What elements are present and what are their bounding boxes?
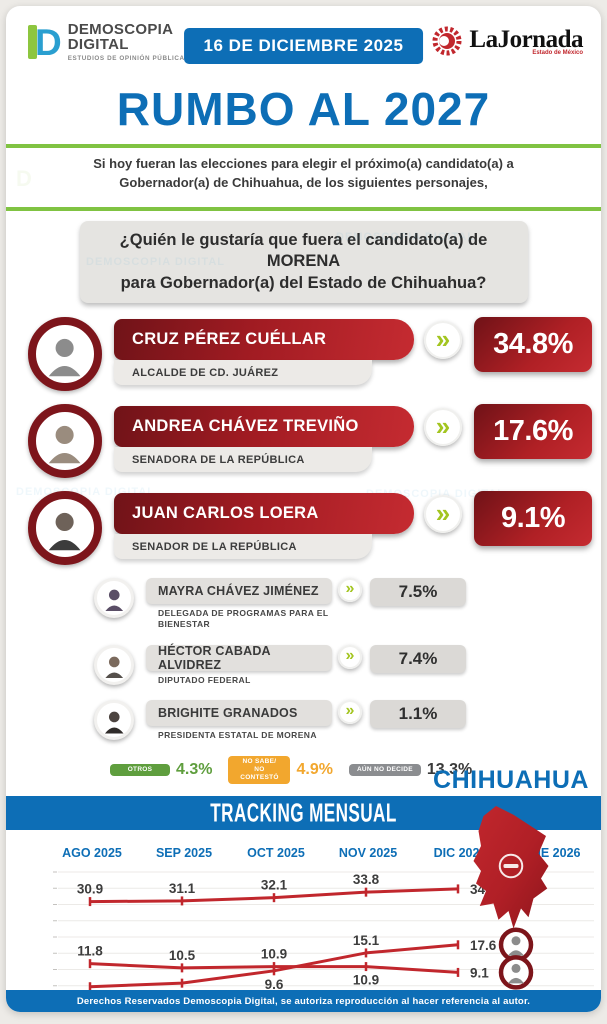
date-badge: 16 DE DICIEMBRE 2025: [183, 28, 424, 64]
result-percentage: 7.5%: [370, 578, 466, 606]
logo-line2: DIGITAL: [67, 36, 129, 54]
stat-badge: NO SABE/ NO CONTESTÓ: [228, 755, 291, 785]
svg-text:30.9: 30.9: [77, 882, 103, 897]
candidate-name-bar: JUAN CARLOS LOERA: [114, 493, 414, 534]
stat-aun-no-decide: AÚN NO DECIDE 13.3%: [348, 761, 473, 779]
candidate-photo: [28, 491, 102, 565]
candidate-row-main: ANDREA CHÁVEZ TREVIÑO SENADORA DE LA REP…: [28, 404, 601, 478]
map-emblem: [498, 853, 524, 879]
green-divider: [6, 144, 601, 148]
candidate-name-pill: HÉCTOR CABADA ALVIDREZ: [146, 644, 332, 672]
candidate-title: PRESIDENTA ESTATAL DE MORENA: [158, 730, 317, 741]
svg-text:10.5: 10.5: [169, 948, 196, 963]
residual-stats: OTROS 4.3% NO SABE/ NO CONTESTÓ 4.9% AÚN…: [110, 755, 601, 785]
candidate-row-main: JUAN CARLOS LOERA SENADOR DE LA REPÚBLIC…: [28, 491, 601, 565]
candidate-row-main: CRUZ PÉREZ CUÉLLAR ALCALDE DE CD. JUÁREZ…: [28, 317, 601, 391]
svg-text:15.1: 15.1: [353, 933, 380, 948]
chevron-right-icon: »: [338, 578, 362, 602]
candidate-title-bar: ALCALDE DE CD. JUÁREZ: [114, 360, 372, 385]
lajornada-gear-icon: [432, 26, 462, 56]
candidate-title: DELEGADA DE PROGRAMAS PARA EL BIENESTAR: [158, 608, 329, 630]
svg-text:17.6: 17.6: [470, 938, 497, 953]
candidate-name-bar: ANDREA CHÁVEZ TREVIÑO: [114, 406, 414, 447]
svg-text:10.9: 10.9: [353, 973, 379, 988]
chihuahua-map: [473, 806, 549, 929]
state-label: CHIHUAHUA: [433, 766, 589, 794]
candidate-photo: [94, 578, 134, 618]
candidate-name-bar: CRUZ PÉREZ CUÉLLAR: [114, 319, 414, 360]
stat-value: 4.3%: [176, 761, 213, 779]
intro-text: Si hoy fueran las elecciones para elegir…: [93, 156, 514, 190]
logo-line1: DEMOSCOPIA: [67, 21, 174, 38]
stat-badge: AÚN NO DECIDE: [348, 764, 421, 777]
result-percentage: 17.6%: [474, 404, 592, 459]
chart-month-labels: AGO 2025 SEP 2025 OCT 2025 NOV 2025 DIC …: [62, 846, 581, 861]
logo-tagline: ESTUDIOS DE OPINIÓN PÚBLICA: [67, 54, 185, 62]
page-title: RUMBO AL 2027: [116, 83, 491, 135]
candidate-title-bar: SENADOR DE LA REPÚBLICA: [114, 534, 372, 559]
chevron-right-icon: »: [424, 321, 462, 359]
svg-text:10.9: 10.9: [261, 947, 287, 962]
candidate-name-pill: MAYRA CHÁVEZ JIMÉNEZ: [146, 578, 332, 604]
svg-text:9.6: 9.6: [265, 977, 284, 992]
demoscopia-logo-icon: D: [28, 24, 62, 62]
candidate-title-bar: SENADORA DE LA REPÚBLICA: [114, 447, 372, 472]
state-block: CHIHUAHUA: [431, 766, 591, 956]
chevron-right-icon: »: [424, 495, 462, 533]
infographic-card: D DEMOSCOPIA DIGITAL DEMOSCOPIA DIGITAL …: [6, 6, 601, 1012]
demoscopia-logo: D DEMOSCOPIA DIGITAL ESTUDIOS DE OPINIÓN…: [28, 22, 185, 62]
lajornada-logo: LaJornada Estado de México: [430, 24, 583, 58]
chevron-right-icon: »: [424, 408, 462, 446]
copyright-bar: Derechos Reservados Demoscopia Digital, …: [6, 990, 601, 1012]
candidate-title: DIPUTADO FEDERAL: [158, 674, 251, 685]
candidate-row-secondary: HÉCTOR CABADA ALVIDREZ DIPUTADO FEDERAL …: [94, 644, 466, 686]
svg-text:31.1: 31.1: [169, 881, 196, 896]
candidate-photo: [94, 644, 134, 685]
chevron-right-icon: »: [338, 644, 362, 669]
stat-otros: OTROS 4.3%: [110, 761, 212, 779]
tracking-title: TRACKING MENSUAL: [210, 797, 397, 828]
results-section: CRUZ PÉREZ CUÉLLAR ALCALDE DE CD. JUÁREZ…: [6, 317, 601, 929]
candidate-photo: [94, 700, 134, 741]
result-percentage: 34.8%: [474, 317, 592, 372]
lajornada-name: LaJornada: [469, 26, 583, 53]
candidate-photo: [28, 317, 102, 391]
candidate-row-secondary: BRIGHITE GRANADOS PRESIDENTA ESTATAL DE …: [94, 700, 466, 741]
poll-question: ¿Quién le gustaría que fuera el candidat…: [79, 220, 528, 303]
candidate-photo: [28, 404, 102, 478]
result-percentage: 1.1%: [370, 700, 466, 729]
svg-text:32.1: 32.1: [261, 878, 288, 893]
candidate-name-pill: BRIGHITE GRANADOS: [146, 700, 332, 727]
stat-value: 4.9%: [296, 761, 333, 779]
svg-text:9.1: 9.1: [470, 966, 489, 981]
result-percentage: 7.4%: [370, 644, 466, 673]
header: D DEMOSCOPIA DIGITAL ESTUDIOS DE OPINIÓN…: [6, 6, 601, 76]
lajornada-sub: Estado de México: [532, 50, 583, 56]
green-divider: [6, 206, 601, 211]
candidate-row-secondary: MAYRA CHÁVEZ JIMÉNEZ DELEGADA DE PROGRAM…: [94, 578, 466, 631]
svg-text:11.8: 11.8: [77, 944, 103, 959]
result-percentage: 9.1%: [474, 491, 592, 546]
chevron-right-icon: »: [338, 700, 362, 725]
stat-value: 13.3%: [426, 761, 473, 779]
stat-no-sabe: NO SABE/ NO CONTESTÓ 4.9%: [228, 755, 333, 785]
secondary-results: MAYRA CHÁVEZ JIMÉNEZ DELEGADA DE PROGRAM…: [94, 578, 466, 742]
stat-badge: OTROS: [110, 764, 170, 777]
svg-text:33.8: 33.8: [353, 872, 380, 887]
